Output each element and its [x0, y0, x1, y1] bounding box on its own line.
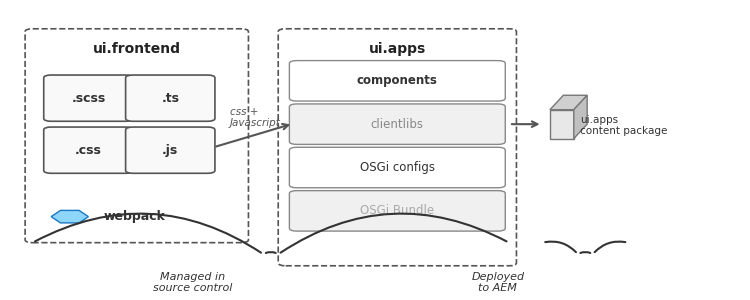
Text: .js: .js	[162, 144, 178, 157]
Text: webpack: webpack	[104, 210, 165, 223]
Text: .scss: .scss	[71, 92, 106, 105]
Text: .ts: .ts	[161, 92, 179, 105]
FancyBboxPatch shape	[290, 147, 506, 188]
Text: OSGi Bundle: OSGi Bundle	[360, 204, 434, 218]
FancyBboxPatch shape	[290, 104, 506, 144]
Text: ui.frontend: ui.frontend	[93, 42, 181, 56]
Polygon shape	[574, 95, 587, 139]
Text: clientlibs: clientlibs	[370, 118, 424, 131]
Text: OSGi configs: OSGi configs	[360, 161, 435, 174]
FancyBboxPatch shape	[44, 75, 133, 121]
FancyBboxPatch shape	[44, 127, 133, 173]
Text: components: components	[357, 74, 438, 87]
FancyBboxPatch shape	[550, 110, 574, 139]
Polygon shape	[550, 95, 587, 110]
Text: .css: .css	[75, 144, 102, 157]
FancyBboxPatch shape	[290, 61, 506, 101]
Text: Deployed
to AEM: Deployed to AEM	[471, 272, 524, 293]
FancyBboxPatch shape	[125, 127, 215, 173]
Text: Managed in
source control: Managed in source control	[153, 272, 232, 293]
Text: ui.apps: ui.apps	[369, 42, 426, 56]
FancyBboxPatch shape	[290, 190, 506, 231]
FancyBboxPatch shape	[125, 75, 215, 121]
Text: css +
Javascript: css + Javascript	[230, 107, 280, 128]
Text: ui.apps
content package: ui.apps content package	[580, 115, 667, 136]
